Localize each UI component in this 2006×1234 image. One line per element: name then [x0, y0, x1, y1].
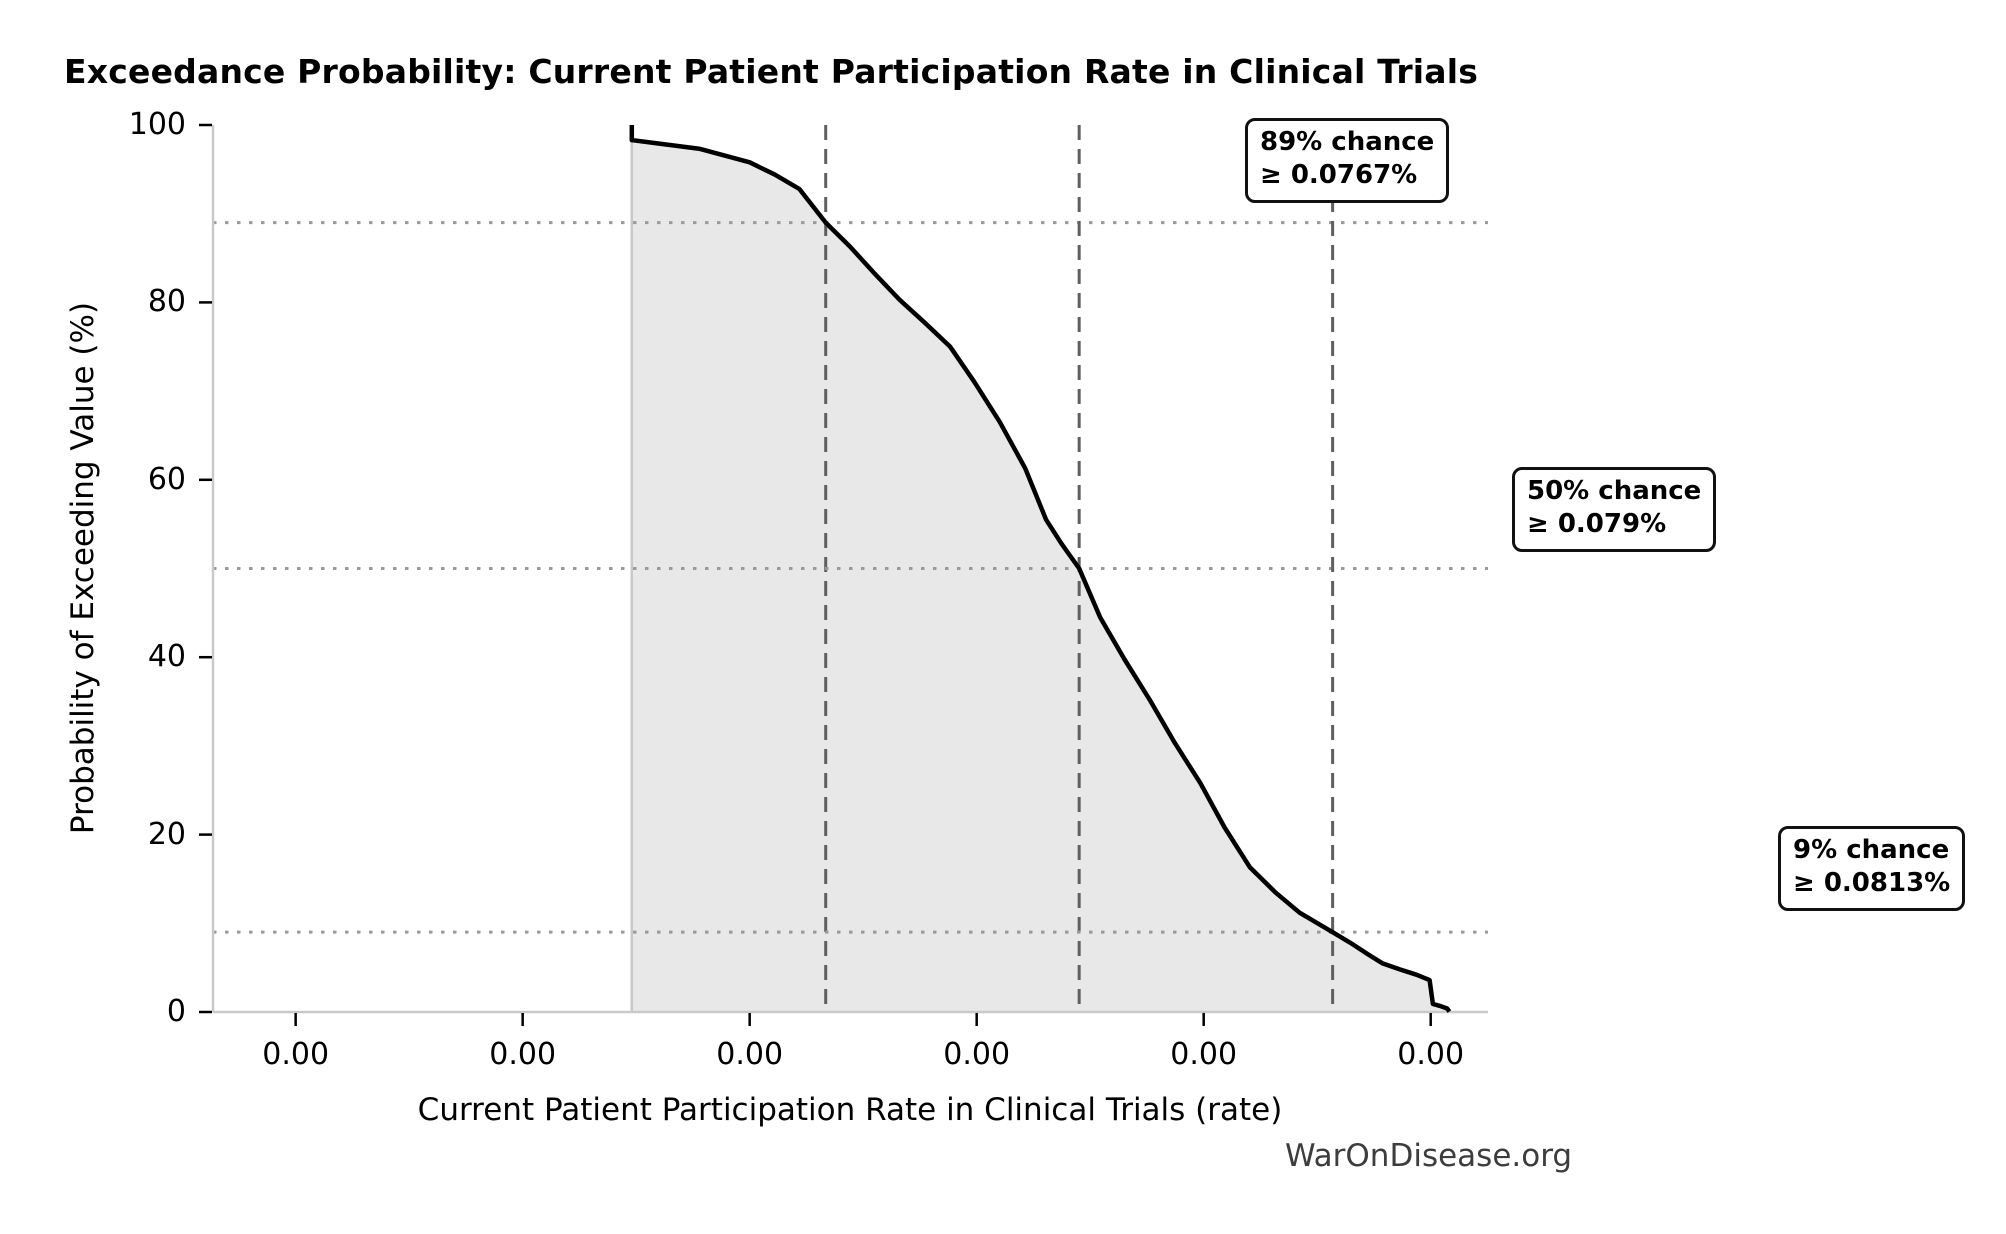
y-tick-label-100: 100: [128, 107, 186, 142]
x-tick-label-3: 0.00: [943, 1037, 1011, 1072]
x-tick-label-4: 0.00: [1170, 1037, 1238, 1072]
chart-title: Exceedance Probability: Current Patient …: [64, 52, 1479, 91]
annotation-threshold-text: ≥ 0.079%: [1527, 509, 1667, 539]
x-tick-label-1: 0.00: [489, 1037, 557, 1072]
y-tick-label-60: 60: [147, 461, 186, 497]
exceedance-curve-line: [629, 125, 1452, 1013]
annotation-threshold-text: ≥ 0.0767%: [1260, 160, 1418, 190]
annotation-box-89pct: 89% chance ≥ 0.0767%: [1245, 118, 1450, 203]
x-tick-label-0: 0.00: [262, 1037, 330, 1072]
y-tick-label-40: 40: [147, 639, 186, 675]
x-axis-label: Current Patient Participation Rate in Cl…: [417, 1092, 1283, 1128]
y-tick-label-80: 80: [147, 284, 186, 320]
annotation-box-50pct: 50% chance ≥ 0.079%: [1512, 467, 1717, 552]
x-tick-label-2: 0.00: [716, 1037, 784, 1072]
annotation-chance-text: 89% chance: [1260, 127, 1435, 157]
y-tick-label-0: 0: [166, 994, 186, 1029]
area-fill: [631, 140, 1450, 1013]
watermark: WarOnDisease.org: [1285, 1138, 1573, 1174]
x-tick-label-5: 0.00: [1397, 1037, 1465, 1072]
y-axis-label: Probability of Exceeding Value (%): [65, 301, 101, 835]
y-tick-label-20: 20: [147, 816, 186, 852]
annotation-chance-text: 9% chance: [1793, 835, 1950, 865]
annotation-chance-text: 50% chance: [1527, 476, 1702, 506]
annotation-threshold-text: ≥ 0.0813%: [1793, 868, 1951, 898]
annotation-box-9pct: 9% chance ≥ 0.0813%: [1778, 826, 1966, 911]
